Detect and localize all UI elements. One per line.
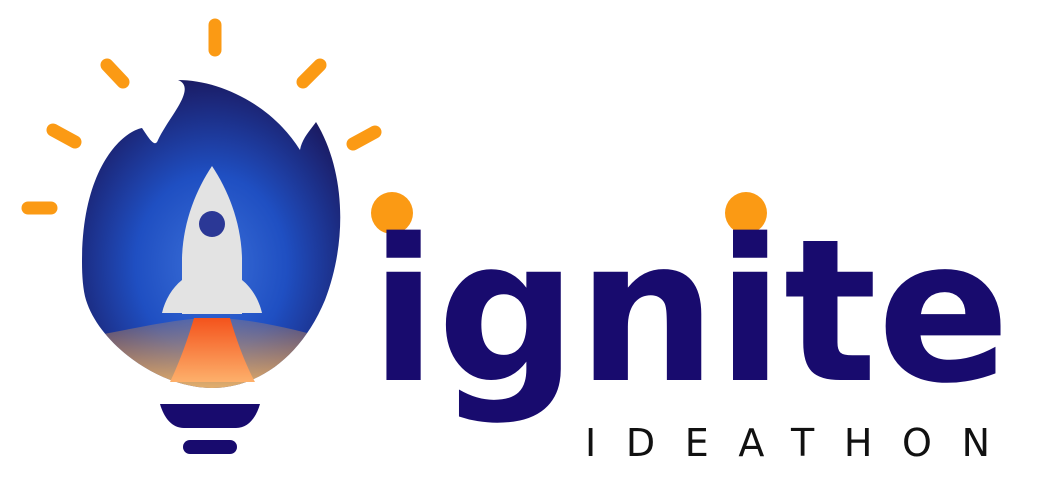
ray-upper-right — [296, 58, 327, 89]
bulb-base-bottom — [183, 440, 237, 454]
letter-i-dot-orange-2 — [725, 192, 767, 234]
dot-mask-1 — [365, 215, 420, 265]
wordmark-text: ignite — [370, 196, 1010, 427]
rocket-fin-left — [162, 280, 182, 313]
ray-mid-right — [346, 125, 382, 151]
rocket-icon — [162, 166, 262, 382]
letter-i-dot-orange — [371, 192, 413, 234]
ray-mid-left — [46, 123, 82, 149]
rocket-window — [199, 211, 225, 237]
tagline-text: IDEATHON — [585, 421, 990, 465]
rocket-exhaust — [170, 318, 255, 382]
rocket-fin-right — [242, 280, 262, 313]
ray-upper-left — [100, 58, 130, 89]
light-rays — [21, 18, 382, 215]
bulb-base-top — [160, 404, 260, 428]
rocket-body — [182, 166, 242, 314]
